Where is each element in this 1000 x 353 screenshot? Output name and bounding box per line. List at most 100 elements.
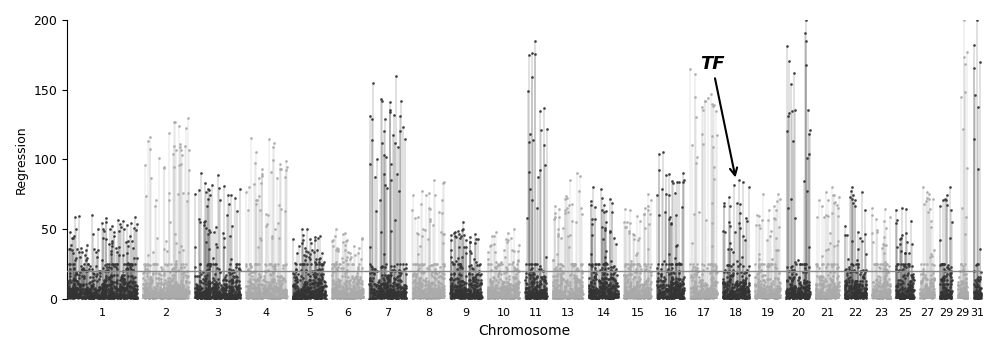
Point — [734, 290, 750, 296]
Point — [795, 286, 811, 291]
Point — [895, 280, 911, 286]
Point — [889, 293, 905, 299]
Point — [921, 293, 937, 299]
Point — [727, 282, 743, 288]
Point — [740, 289, 756, 295]
Point — [209, 291, 225, 297]
Point — [416, 261, 432, 267]
Point — [558, 295, 574, 301]
Point — [300, 249, 316, 255]
Point — [550, 233, 566, 238]
Point — [533, 274, 549, 280]
Point — [561, 290, 577, 296]
Point — [229, 295, 245, 300]
Point — [469, 288, 485, 293]
Point — [285, 295, 301, 301]
Point — [166, 291, 182, 297]
Point — [938, 273, 954, 279]
Point — [178, 290, 194, 295]
Point — [849, 281, 865, 286]
Point — [256, 293, 272, 298]
Point — [627, 294, 643, 300]
Point — [844, 286, 860, 291]
Point — [297, 279, 313, 285]
Point — [376, 128, 392, 134]
Point — [389, 293, 405, 298]
Point — [533, 289, 549, 294]
Point — [89, 278, 105, 283]
Point — [342, 285, 358, 291]
Point — [243, 292, 259, 298]
Point — [563, 294, 579, 300]
Point — [177, 293, 193, 299]
Point — [169, 285, 185, 291]
Point — [257, 289, 273, 295]
Point — [276, 276, 292, 282]
Point — [896, 272, 912, 278]
Point — [155, 282, 171, 287]
Point — [497, 286, 513, 292]
Point — [733, 280, 749, 285]
Point — [876, 250, 892, 255]
Point — [158, 296, 174, 301]
Point — [851, 285, 867, 290]
Point — [412, 287, 428, 292]
Point — [872, 290, 888, 296]
Point — [966, 295, 982, 301]
Point — [458, 274, 474, 279]
Point — [422, 283, 438, 289]
Point — [569, 286, 585, 292]
Point — [936, 261, 952, 267]
Point — [158, 239, 174, 244]
Point — [166, 293, 182, 298]
Point — [335, 231, 351, 237]
Point — [81, 293, 97, 299]
Point — [608, 292, 624, 298]
Point — [325, 293, 341, 299]
Point — [388, 294, 404, 299]
Point — [481, 292, 497, 298]
Point — [839, 295, 855, 301]
Point — [366, 267, 382, 272]
Point — [876, 234, 892, 240]
Point — [156, 281, 172, 287]
Point — [730, 295, 746, 301]
Point — [113, 288, 129, 294]
Point — [566, 292, 582, 297]
Point — [537, 287, 553, 293]
Point — [583, 198, 599, 204]
Point — [103, 292, 119, 297]
Point — [308, 274, 324, 280]
Point — [165, 275, 181, 280]
Point — [556, 291, 572, 297]
Point — [827, 293, 843, 299]
Point — [411, 262, 427, 268]
Point — [221, 288, 237, 294]
Point — [330, 287, 346, 293]
Point — [535, 287, 551, 293]
Point — [138, 292, 154, 298]
Point — [269, 294, 285, 300]
Point — [823, 295, 839, 300]
Point — [375, 294, 391, 300]
Point — [176, 269, 192, 275]
Point — [842, 274, 858, 280]
Point — [660, 266, 676, 271]
Point — [969, 296, 985, 301]
Point — [686, 290, 702, 296]
Point — [229, 277, 245, 282]
Point — [626, 275, 642, 280]
Point — [527, 284, 543, 289]
Point — [350, 289, 366, 295]
Point — [716, 203, 732, 209]
Point — [160, 295, 176, 301]
Point — [352, 276, 368, 282]
Point — [175, 282, 191, 288]
Point — [969, 291, 985, 296]
Point — [602, 291, 618, 296]
Point — [758, 292, 774, 297]
Point — [252, 207, 268, 213]
Point — [905, 295, 921, 301]
Point — [261, 136, 277, 142]
Point — [953, 289, 969, 295]
